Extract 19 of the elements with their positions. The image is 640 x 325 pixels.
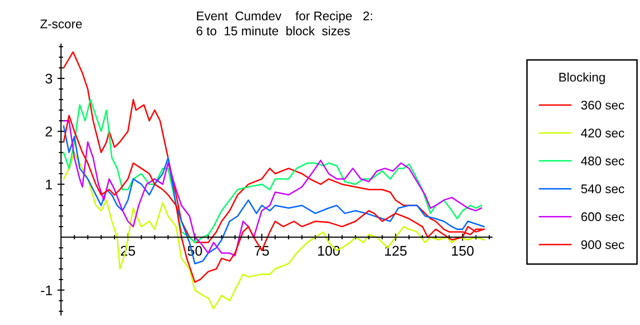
y-tick-label: 1 bbox=[46, 180, 52, 190]
legend-label: 600 sec bbox=[581, 212, 624, 222]
legend-title: Blocking bbox=[559, 72, 605, 84]
y-tick-label: 2 bbox=[46, 126, 52, 136]
chart-subtitle: 6 to 15 minute block sizes bbox=[196, 26, 350, 36]
x-tick-label: 125 bbox=[385, 246, 407, 256]
y-tick-label: 3 bbox=[45, 74, 52, 84]
legend-label: 420 sec bbox=[581, 128, 624, 138]
x-tick-label: 100 bbox=[318, 246, 340, 256]
y-axis-title: Z-score bbox=[40, 20, 82, 28]
chart-title: Event Cumdev for Recipe 2: bbox=[197, 11, 372, 23]
legend-label: 540 sec bbox=[581, 184, 624, 194]
y-tick-label: -1 bbox=[40, 286, 52, 296]
x-tick-label: 150 bbox=[452, 246, 474, 256]
line-series bbox=[62, 152, 485, 310]
line-series bbox=[62, 98, 482, 244]
legend-label: 360 sec bbox=[581, 100, 624, 110]
legend-label: 900 sec bbox=[581, 240, 624, 250]
legend-label: 480 sec bbox=[581, 156, 624, 166]
